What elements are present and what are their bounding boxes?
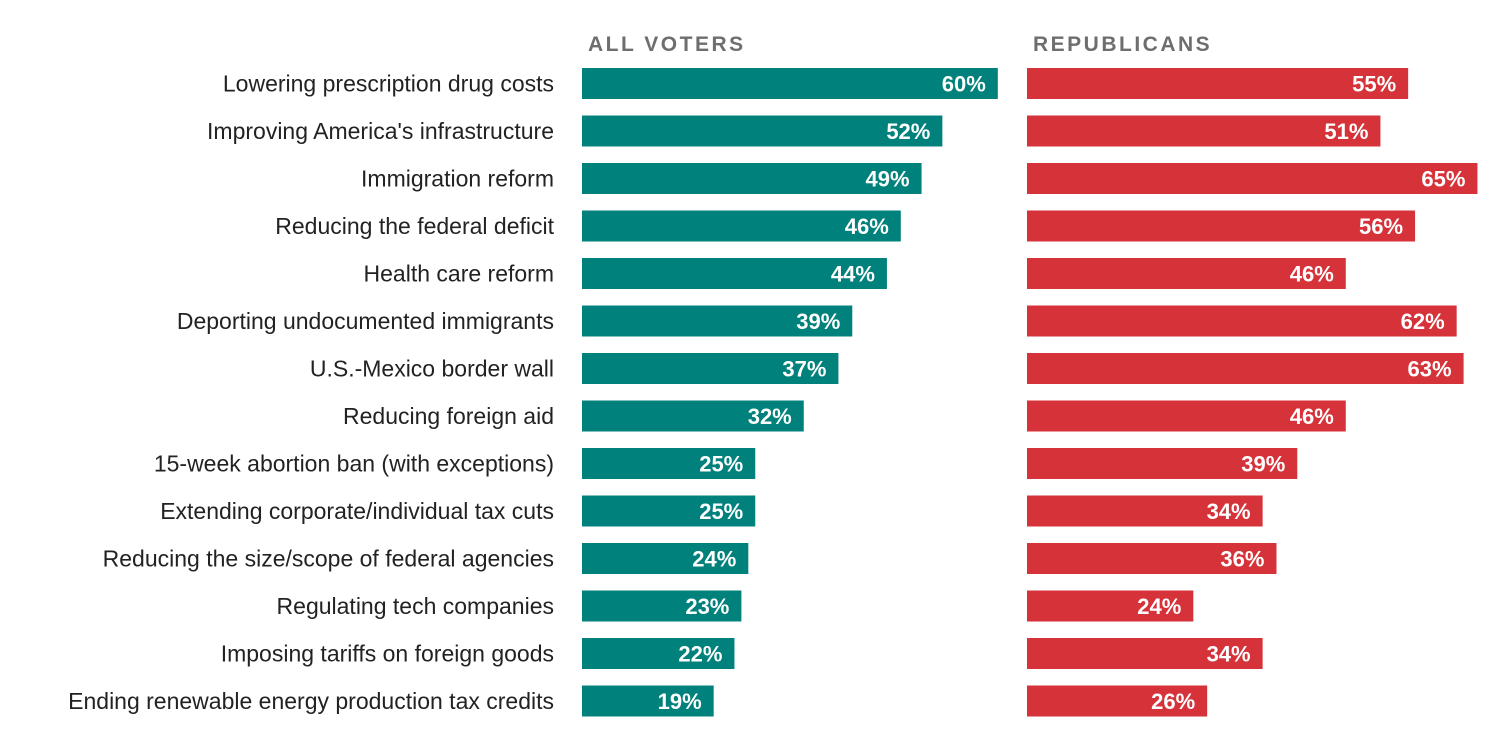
bar-all-voters bbox=[582, 448, 756, 479]
category-label: Extending corporate/individual tax cuts bbox=[160, 498, 554, 524]
bar-republicans bbox=[1027, 68, 1409, 99]
value-label-republicans: 56% bbox=[1359, 214, 1403, 239]
value-label-all-voters: 60% bbox=[942, 72, 986, 97]
value-label-republicans: 39% bbox=[1241, 452, 1285, 477]
bar-republicans bbox=[1027, 543, 1277, 574]
value-label-republicans: 63% bbox=[1408, 357, 1452, 382]
category-label: Reducing the federal deficit bbox=[275, 213, 554, 239]
category-label: Improving America's infrastructure bbox=[207, 118, 554, 144]
category-labels: Lowering prescription drug costs Improvin… bbox=[68, 71, 554, 715]
bar-all-voters bbox=[582, 210, 901, 242]
bar-republicans bbox=[1027, 495, 1263, 527]
chart-panels: ALL VOTERS60%52%49%46%44%39%37%32%25%25%… bbox=[582, 33, 1478, 717]
value-label-all-voters: 37% bbox=[782, 357, 826, 382]
value-label-all-voters: 22% bbox=[678, 642, 722, 667]
value-label-all-voters: 25% bbox=[699, 499, 743, 524]
bar-republicans bbox=[1027, 400, 1346, 432]
bar-all-voters bbox=[582, 400, 804, 432]
bar-all-voters bbox=[582, 163, 922, 194]
value-label-republicans: 34% bbox=[1207, 642, 1251, 667]
bar-republicans bbox=[1027, 353, 1464, 384]
bar-all-voters bbox=[582, 258, 887, 289]
bar-all-voters bbox=[582, 495, 756, 527]
bar-all-voters bbox=[582, 590, 742, 622]
value-label-all-voters: 52% bbox=[886, 119, 930, 144]
bar-republicans bbox=[1027, 258, 1346, 289]
value-label-republicans: 65% bbox=[1421, 167, 1465, 192]
value-label-all-voters: 44% bbox=[831, 262, 875, 287]
value-label-republicans: 51% bbox=[1324, 119, 1368, 144]
category-label: U.S.-Mexico border wall bbox=[310, 356, 554, 382]
value-label-all-voters: 39% bbox=[796, 309, 840, 334]
category-label: Immigration reform bbox=[361, 166, 554, 192]
bar-all-voters bbox=[582, 685, 714, 717]
value-label-republicans: 55% bbox=[1352, 72, 1396, 97]
panel-title-republicans: REPUBLICANS bbox=[1033, 33, 1212, 56]
bar-all-voters bbox=[582, 305, 853, 337]
bar-all-voters bbox=[582, 543, 749, 574]
value-label-all-voters: 25% bbox=[699, 452, 743, 477]
bar-republicans bbox=[1027, 590, 1194, 622]
value-label-republicans: 34% bbox=[1207, 499, 1251, 524]
category-label: Lowering prescription drug costs bbox=[223, 71, 554, 97]
bar-republicans bbox=[1027, 115, 1381, 147]
value-label-all-voters: 24% bbox=[692, 547, 736, 572]
category-label: Ending renewable energy production tax c… bbox=[68, 688, 554, 714]
value-label-republicans: 24% bbox=[1137, 594, 1181, 619]
category-label: Health care reform bbox=[364, 261, 554, 287]
panel-all-voters: ALL VOTERS60%52%49%46%44%39%37%32%25%25%… bbox=[582, 33, 998, 717]
bar-all-voters bbox=[582, 115, 943, 147]
value-label-republicans: 26% bbox=[1151, 689, 1195, 714]
value-label-all-voters: 19% bbox=[658, 689, 702, 714]
bar-republicans bbox=[1027, 305, 1457, 337]
category-label: Reducing the size/scope of federal agenc… bbox=[103, 546, 554, 572]
bar-all-voters bbox=[582, 638, 735, 669]
value-label-republicans: 62% bbox=[1401, 309, 1445, 334]
value-label-republicans: 36% bbox=[1220, 547, 1264, 572]
value-label-all-voters: 32% bbox=[748, 404, 792, 429]
category-label: Imposing tariffs on foreign goods bbox=[221, 641, 554, 667]
value-label-republicans: 46% bbox=[1290, 404, 1334, 429]
bar-republicans bbox=[1027, 638, 1263, 669]
category-label: Deporting undocumented immigrants bbox=[177, 308, 554, 334]
category-label: Reducing foreign aid bbox=[343, 403, 554, 429]
panel-title-all-voters: ALL VOTERS bbox=[588, 33, 746, 56]
category-label: 15-week abortion ban (with exceptions) bbox=[154, 451, 554, 477]
value-label-all-voters: 23% bbox=[685, 594, 729, 619]
bar-republicans bbox=[1027, 448, 1298, 479]
value-label-all-voters: 46% bbox=[845, 214, 889, 239]
category-label: Regulating tech companies bbox=[277, 593, 554, 619]
bar-republicans bbox=[1027, 210, 1416, 242]
bar-republicans bbox=[1027, 685, 1208, 717]
value-label-all-voters: 49% bbox=[866, 167, 910, 192]
bar-republicans bbox=[1027, 163, 1478, 194]
bar-all-voters bbox=[582, 353, 839, 384]
panel-republicans: REPUBLICANS55%51%65%56%46%62%63%46%39%34… bbox=[1027, 33, 1478, 717]
bar-all-voters bbox=[582, 68, 998, 99]
value-label-republicans: 46% bbox=[1290, 262, 1334, 287]
